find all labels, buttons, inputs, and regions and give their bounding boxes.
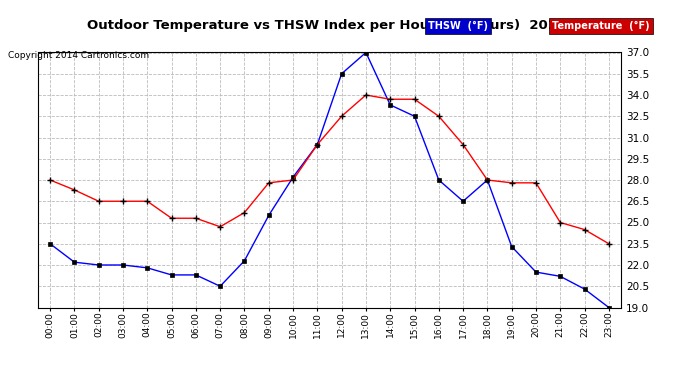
- Text: Temperature  (°F): Temperature (°F): [552, 21, 649, 31]
- Text: Copyright 2014 Cartronics.com: Copyright 2014 Cartronics.com: [8, 51, 150, 60]
- Text: THSW  (°F): THSW (°F): [428, 21, 488, 31]
- Text: Outdoor Temperature vs THSW Index per Hour (24 Hours)  20141203: Outdoor Temperature vs THSW Index per Ho…: [87, 19, 603, 32]
